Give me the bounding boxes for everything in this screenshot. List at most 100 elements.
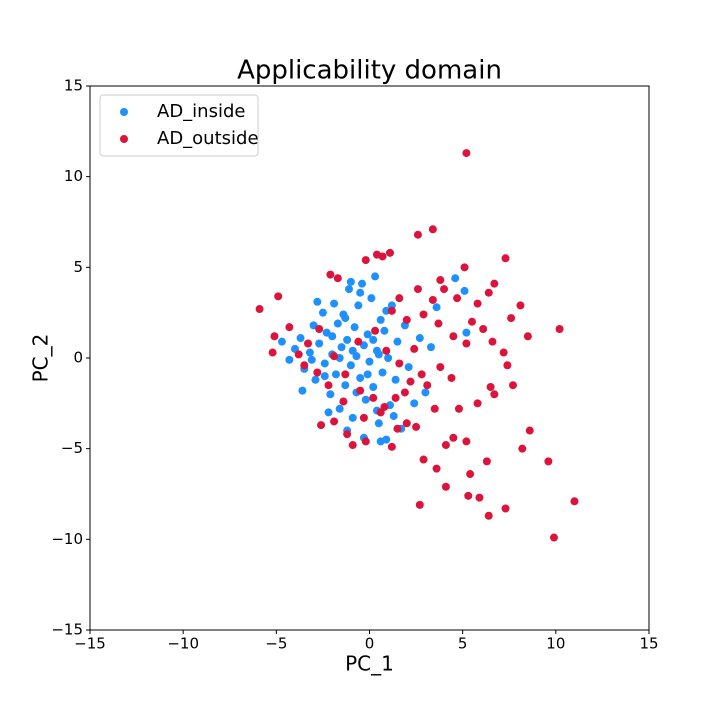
point xyxy=(348,346,357,355)
point xyxy=(341,381,350,390)
point xyxy=(501,254,510,263)
point xyxy=(294,350,303,359)
point xyxy=(337,343,346,352)
point xyxy=(473,399,482,408)
point xyxy=(374,350,383,359)
point xyxy=(378,368,387,377)
point xyxy=(555,324,564,333)
point xyxy=(313,368,322,377)
point xyxy=(484,511,493,520)
point xyxy=(501,504,510,513)
point xyxy=(484,288,493,297)
point xyxy=(300,361,309,370)
point xyxy=(499,348,508,357)
point xyxy=(570,497,579,506)
point xyxy=(365,357,374,366)
point xyxy=(350,323,359,332)
point xyxy=(490,390,499,399)
point xyxy=(346,277,355,286)
point xyxy=(346,361,355,370)
point xyxy=(387,442,396,451)
point xyxy=(363,370,372,379)
point xyxy=(382,346,391,355)
point xyxy=(525,426,534,435)
point xyxy=(277,337,286,346)
point xyxy=(389,412,398,421)
point xyxy=(255,305,264,314)
point xyxy=(333,319,342,328)
point xyxy=(423,381,432,390)
point xyxy=(419,455,428,464)
point xyxy=(369,383,378,392)
point xyxy=(508,381,517,390)
point xyxy=(432,303,441,312)
point xyxy=(361,395,370,404)
y-tick-label: −15 xyxy=(51,621,83,639)
point xyxy=(333,274,342,283)
point xyxy=(466,470,475,479)
point xyxy=(393,424,402,433)
point xyxy=(330,417,339,426)
point xyxy=(428,225,437,234)
x-tick-label: −10 xyxy=(167,635,199,653)
point xyxy=(415,500,424,509)
point xyxy=(404,363,413,372)
point xyxy=(307,355,316,364)
point xyxy=(412,422,421,431)
point xyxy=(311,375,320,384)
point xyxy=(523,332,532,341)
point xyxy=(359,413,368,422)
y-tick-label: −5 xyxy=(61,439,83,457)
point xyxy=(369,335,378,344)
point xyxy=(449,332,458,341)
point xyxy=(376,437,385,446)
point xyxy=(451,274,460,283)
y-tick-label: 5 xyxy=(73,258,83,276)
point xyxy=(464,491,473,500)
point xyxy=(304,339,313,348)
point xyxy=(378,252,387,261)
point xyxy=(324,408,333,417)
point xyxy=(274,292,283,301)
point xyxy=(358,279,367,288)
point xyxy=(330,299,339,308)
point xyxy=(343,430,352,439)
point xyxy=(486,383,495,392)
point xyxy=(453,294,462,303)
point xyxy=(315,324,324,333)
point xyxy=(320,359,329,368)
point xyxy=(367,294,376,303)
point xyxy=(395,294,404,303)
point xyxy=(318,308,327,317)
point xyxy=(490,279,499,288)
point xyxy=(441,441,450,450)
legend-label: AD_inside xyxy=(157,101,245,122)
point xyxy=(462,149,471,158)
point xyxy=(393,337,402,346)
point xyxy=(436,276,445,285)
y-tick-label: 10 xyxy=(64,167,83,185)
point xyxy=(460,263,469,272)
point xyxy=(475,493,484,502)
point xyxy=(341,314,350,323)
y-tick-label: −10 xyxy=(51,530,83,548)
point xyxy=(328,332,337,341)
point xyxy=(441,482,450,491)
point xyxy=(348,413,357,422)
point xyxy=(361,256,370,265)
point xyxy=(402,315,411,324)
point xyxy=(384,354,393,362)
x-tick-label: 10 xyxy=(546,635,565,653)
point xyxy=(518,444,527,453)
point xyxy=(376,408,385,417)
point xyxy=(320,372,329,381)
x-tick-label: −5 xyxy=(265,635,287,653)
point xyxy=(473,299,482,308)
point xyxy=(503,361,512,370)
point xyxy=(410,344,419,353)
x-axis-label: PC_1 xyxy=(345,652,394,676)
x-tick-label: −15 xyxy=(74,635,106,653)
point xyxy=(371,326,380,335)
y-tick-label: 15 xyxy=(64,77,83,95)
point xyxy=(330,352,339,361)
